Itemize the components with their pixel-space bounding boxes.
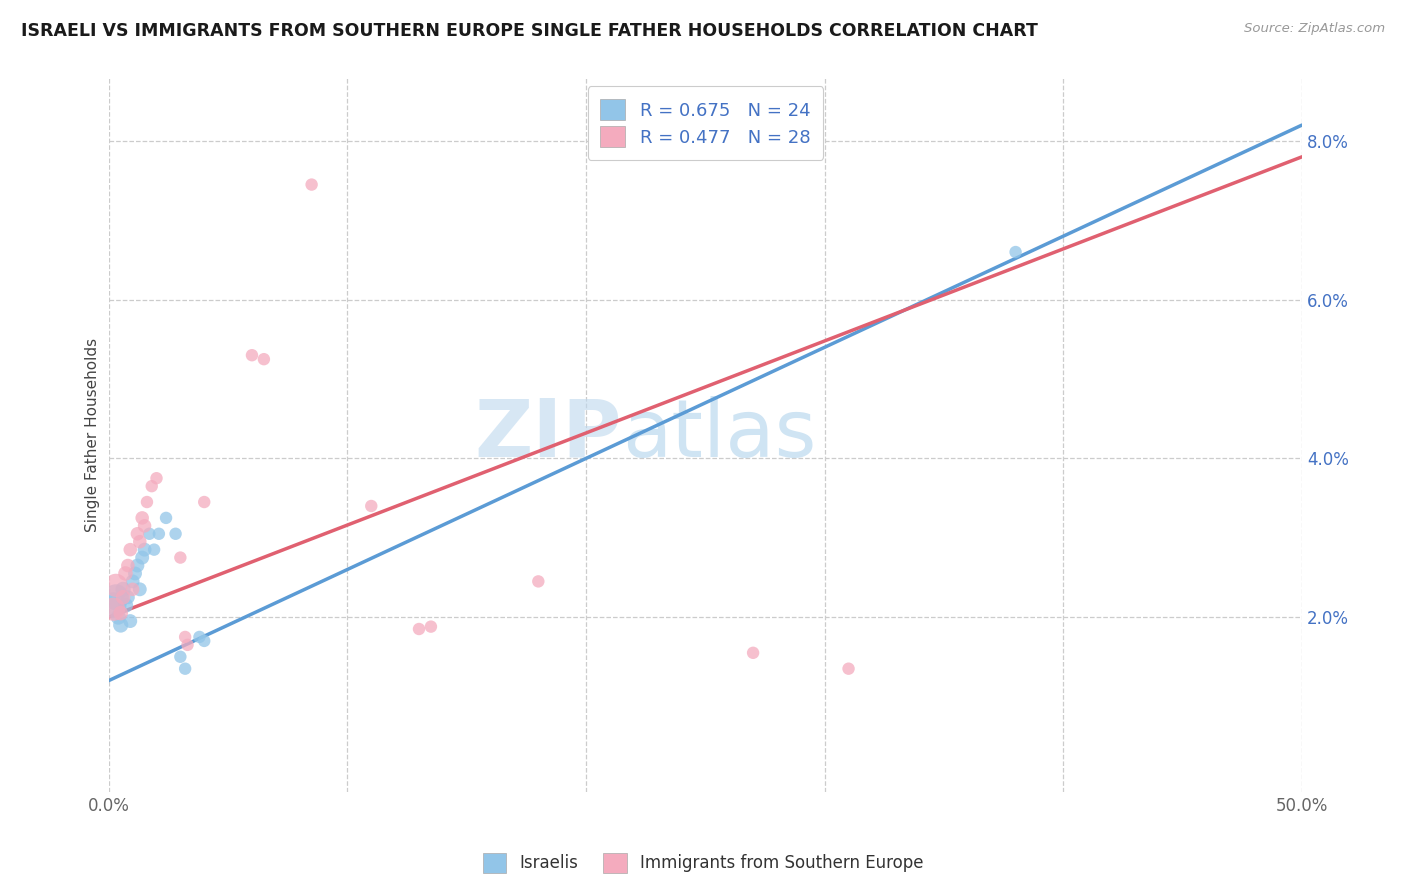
Point xyxy=(193,634,215,648)
Point xyxy=(112,582,135,597)
Point xyxy=(121,574,143,589)
Point xyxy=(169,649,191,664)
Legend: Israelis, Immigrants from Southern Europe: Israelis, Immigrants from Southern Europ… xyxy=(477,847,929,880)
Point xyxy=(104,578,127,592)
Point xyxy=(131,511,153,525)
Point xyxy=(408,622,430,636)
Point xyxy=(127,526,149,541)
Point xyxy=(117,558,139,573)
Point xyxy=(124,566,146,581)
Point xyxy=(253,352,276,367)
Point xyxy=(114,598,136,612)
Point xyxy=(134,519,156,533)
Point xyxy=(742,646,765,660)
Point xyxy=(104,591,127,605)
Point xyxy=(107,610,129,624)
Point xyxy=(110,618,132,632)
Legend: R = 0.675   N = 24, R = 0.477   N = 28: R = 0.675 N = 24, R = 0.477 N = 28 xyxy=(588,87,823,160)
Point xyxy=(301,178,323,192)
Point xyxy=(103,598,125,612)
Text: ZIP: ZIP xyxy=(475,395,621,474)
Point xyxy=(145,471,167,485)
Point xyxy=(127,558,149,573)
Point xyxy=(117,591,139,605)
Point xyxy=(103,602,125,616)
Point xyxy=(131,550,153,565)
Text: ISRAELI VS IMMIGRANTS FROM SOUTHERN EUROPE SINGLE FATHER HOUSEHOLDS CORRELATION : ISRAELI VS IMMIGRANTS FROM SOUTHERN EURO… xyxy=(21,22,1038,40)
Point xyxy=(169,550,191,565)
Point xyxy=(138,526,160,541)
Point xyxy=(121,582,143,597)
Point xyxy=(155,511,177,525)
Point xyxy=(136,495,159,509)
Point xyxy=(240,348,263,362)
Point xyxy=(114,566,136,581)
Point xyxy=(110,606,132,620)
Point xyxy=(148,526,170,541)
Text: Source: ZipAtlas.com: Source: ZipAtlas.com xyxy=(1244,22,1385,36)
Point xyxy=(128,582,150,597)
Point xyxy=(141,479,163,493)
Point xyxy=(838,662,860,676)
Point xyxy=(128,534,150,549)
Point xyxy=(143,542,166,557)
Point xyxy=(120,542,142,557)
Point xyxy=(176,638,198,652)
Point xyxy=(193,495,215,509)
Point xyxy=(174,662,197,676)
Point xyxy=(174,630,197,644)
Point xyxy=(134,542,156,557)
Point xyxy=(165,526,187,541)
Text: atlas: atlas xyxy=(621,395,817,474)
Point xyxy=(112,591,135,605)
Y-axis label: Single Father Households: Single Father Households xyxy=(86,337,100,532)
Point xyxy=(188,630,211,644)
Point xyxy=(527,574,550,589)
Point xyxy=(419,619,441,633)
Point xyxy=(360,499,382,513)
Point xyxy=(120,614,142,628)
Point xyxy=(1004,245,1026,260)
